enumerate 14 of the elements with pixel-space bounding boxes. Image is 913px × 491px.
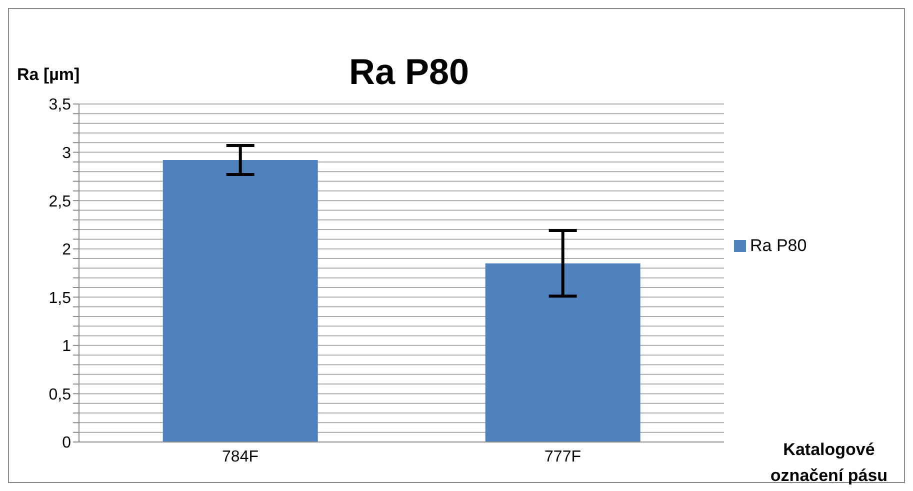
y-tick-label: 0,5	[48, 386, 72, 404]
x-tick-label: 777F	[544, 448, 582, 466]
y-tick-label: 1,5	[48, 290, 72, 307]
y-tick-label: 2,5	[48, 193, 72, 210]
y-tick-label: 2	[62, 242, 72, 259]
y-tick-label: 3,5	[48, 96, 72, 114]
y-tick-label: 1	[62, 338, 72, 356]
y-axis-title: Ra [µm]	[17, 65, 80, 85]
x-axis-title: Katalogové označení pásu	[769, 439, 889, 487]
y-tick-label: 3	[62, 144, 72, 162]
x-tick-label: 784F	[222, 448, 259, 466]
chart-title: Ra P80	[348, 51, 470, 92]
y-tick-label: 0	[62, 434, 72, 452]
legend-label: Ra P80	[750, 236, 807, 254]
